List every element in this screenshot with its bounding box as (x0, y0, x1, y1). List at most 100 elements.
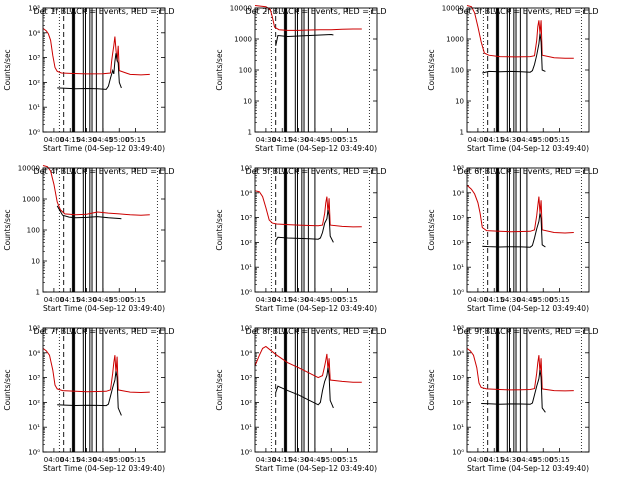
x-tick-label: 05:15 (337, 456, 357, 464)
x-tick-label: 05:00 (533, 296, 553, 304)
x-tick-label: 04:00 (44, 296, 64, 304)
y-tick-label: 10³ (452, 214, 464, 222)
series-lld-line (254, 5, 362, 31)
y-tick-label: 10 (31, 258, 40, 266)
x-tick-label: 04:45 (305, 136, 325, 144)
x-axis-label: Start Time (04-Sep-12 03:49:40) (467, 464, 589, 473)
series-lld-line (42, 27, 150, 76)
y-tick-label: 1 (248, 129, 252, 137)
y-tick-label: 10³ (28, 54, 40, 62)
panel-title: Det 6f BLACK = Events, RED = LLD (457, 167, 598, 176)
y-tick-label: 10⁵ (452, 165, 464, 173)
x-axis-label: Start Time (04-Sep-12 03:49:40) (255, 144, 377, 153)
x-tick-label: 04:30 (76, 296, 96, 304)
panel-5: Det 5f BLACK = Events, RED = LLD Counts/s… (215, 165, 387, 314)
y-tick-label: 10³ (452, 374, 464, 382)
y-tick-label: 10⁴ (28, 29, 40, 37)
y-tick-label: 10⁵ (240, 165, 252, 173)
series-lld-line (254, 345, 362, 383)
x-axis-label: Start Time (04-Sep-12 03:49:40) (255, 304, 377, 313)
x-tick-label: 05:00 (533, 136, 553, 144)
x-tick-label: 04:00 (468, 456, 488, 464)
series-events-line (56, 205, 122, 220)
x-tick-label: 05:15 (337, 136, 357, 144)
bracket-mark (582, 9, 590, 14)
x-axis-label: Start Time (04-Sep-12 03:49:40) (43, 464, 165, 473)
x-tick-label: 05:15 (549, 456, 569, 464)
x-tick-label: 05:15 (125, 456, 145, 464)
series-events-line (275, 210, 334, 243)
x-tick-label: 04:00 (468, 296, 488, 304)
y-axis-label: Counts/sec (215, 369, 224, 410)
panel-2: Det 2f BLACK = Events, RED = LLD Counts/s… (215, 5, 387, 154)
series-lld-line (466, 5, 574, 59)
y-tick-label: 10² (28, 79, 40, 87)
x-tick-label: 05:15 (125, 136, 145, 144)
x-tick-label: 04:15 (484, 136, 504, 144)
plot-frame (466, 7, 590, 133)
x-tick-label: 04:30 (288, 136, 308, 144)
y-axis-label: Counts/sec (215, 49, 224, 90)
x-axis-label: Start Time (04-Sep-12 03:49:40) (467, 304, 589, 313)
bracket-mark (582, 329, 590, 334)
y-tick-label: 10³ (28, 374, 40, 382)
x-tick-label: 04:15 (484, 456, 504, 464)
x-tick-label: 05:15 (549, 136, 569, 144)
series-events-line (57, 371, 122, 416)
x-tick-label: 04:30 (256, 136, 276, 144)
x-tick-label: 04:00 (44, 136, 64, 144)
x-tick-label: 04:15 (60, 136, 80, 144)
plot-frame (254, 167, 378, 293)
y-axis-label: Counts/sec (3, 209, 12, 250)
y-tick-label: 10² (240, 239, 252, 247)
x-tick-label: 04:45 (305, 296, 325, 304)
series-events-line (481, 370, 546, 413)
bracket-mark (158, 169, 166, 174)
x-tick-label: 04:15 (484, 296, 504, 304)
y-tick-label: 10⁰ (452, 449, 464, 457)
y-tick-label: 10⁵ (28, 5, 40, 13)
x-tick-label: 04:15 (60, 296, 80, 304)
y-tick-label: 10¹ (28, 424, 40, 432)
series-lld-line (466, 347, 574, 392)
plot-frame (42, 327, 166, 453)
x-tick-label: 04:30 (76, 136, 96, 144)
x-tick-label: 05:15 (125, 296, 145, 304)
y-tick-label: 10⁴ (240, 189, 252, 197)
y-tick-label: 10⁰ (240, 449, 252, 457)
x-tick-label: 04:30 (500, 296, 520, 304)
panel-title: Det 4f BLACK = Events, RED = LLD (33, 167, 174, 176)
x-tick-label: 05:00 (109, 296, 129, 304)
y-tick-label: 10 (243, 98, 252, 106)
panel-title: Det 1f BLACK = Events, RED = LLD (33, 7, 174, 16)
y-tick-label: 10⁵ (28, 325, 40, 333)
x-tick-label: 04:00 (468, 136, 488, 144)
y-tick-label: 10000 (230, 5, 252, 13)
y-axis-label: Counts/sec (427, 369, 436, 410)
y-axis-label: Counts/sec (215, 209, 224, 250)
panel-title: Det 8f BLACK = Events, RED = LLD (245, 327, 386, 336)
panel-6: Det 6f BLACK = Events, RED = LLD Counts/s… (427, 165, 599, 314)
x-tick-label: 04:30 (500, 136, 520, 144)
series-lld-line (42, 347, 150, 394)
y-tick-label: 10² (240, 399, 252, 407)
y-tick-label: 10000 (442, 5, 464, 13)
y-tick-label: 10² (452, 399, 464, 407)
y-tick-label: 10¹ (28, 104, 40, 112)
y-tick-label: 10⁵ (240, 325, 252, 333)
x-tick-label: 04:45 (517, 136, 537, 144)
x-tick-label: 04:15 (272, 296, 292, 304)
x-tick-label: 04:45 (93, 296, 113, 304)
x-tick-label: 04:15 (60, 456, 80, 464)
panel-7: Det 7f BLACK = Events, RED = LLD Counts/s… (3, 325, 175, 474)
x-tick-label: 04:45 (93, 136, 113, 144)
y-tick-label: 10 (455, 98, 464, 106)
panel-title: Det 9f BLACK = Events, RED = LLD (457, 327, 598, 336)
y-axis-label: Counts/sec (3, 369, 12, 410)
series-events-line (275, 367, 334, 409)
bracket-mark (370, 9, 378, 14)
plot-frame (466, 327, 590, 453)
series-lld-line (254, 190, 362, 228)
x-tick-label: 04:45 (517, 456, 537, 464)
